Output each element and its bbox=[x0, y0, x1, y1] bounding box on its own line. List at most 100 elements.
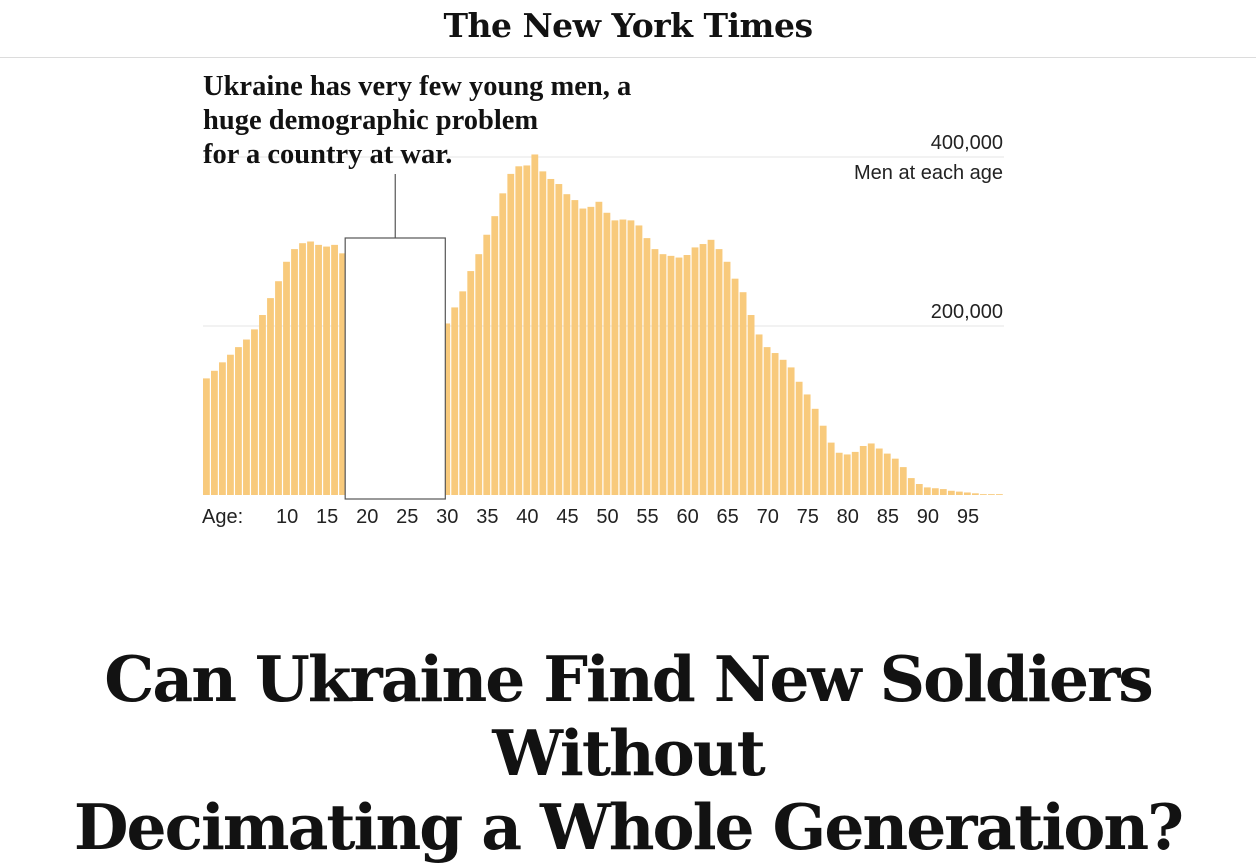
bar-age-71 bbox=[771, 353, 779, 495]
x-tick-label-80: 80 bbox=[837, 506, 859, 528]
bar-age-41 bbox=[531, 154, 539, 495]
bar-age-68 bbox=[747, 315, 755, 495]
chart-annotation: Ukraine has very few young men, a huge d… bbox=[203, 71, 632, 170]
bar-age-85 bbox=[883, 453, 891, 495]
bar-age-48 bbox=[587, 206, 595, 496]
bar-age-5 bbox=[243, 339, 250, 495]
bar-age-47 bbox=[579, 208, 587, 496]
bar-age-43 bbox=[547, 178, 555, 495]
bar-age-89 bbox=[915, 484, 923, 495]
bar-age-36 bbox=[491, 216, 499, 495]
bar-age-80 bbox=[843, 454, 851, 495]
x-tick-label-10: 10 bbox=[276, 506, 298, 528]
bar-age-55 bbox=[643, 238, 651, 495]
bar-age-16 bbox=[331, 244, 338, 495]
headline[interactable]: Can Ukraine Find New Soldiers Without De… bbox=[0, 642, 1256, 864]
bar-age-74 bbox=[795, 381, 803, 495]
bar-age-32 bbox=[459, 291, 467, 495]
x-tick-label-40: 40 bbox=[516, 506, 538, 528]
bar-age-63 bbox=[707, 239, 715, 495]
bar-age-33 bbox=[467, 271, 475, 495]
bar-age-38 bbox=[507, 173, 515, 495]
bar-age-96 bbox=[971, 493, 979, 495]
x-tick-label-25: 25 bbox=[396, 506, 418, 528]
bar-age-39 bbox=[515, 166, 523, 496]
bar-age-1 bbox=[211, 370, 218, 495]
bar-age-91 bbox=[931, 488, 939, 495]
bar-age-86 bbox=[891, 458, 899, 495]
bar-age-51 bbox=[611, 220, 619, 495]
bar-age-64 bbox=[715, 249, 723, 495]
population-chart: 200,000 400,000 Men at each age Age: 10 15 20 2… bbox=[202, 132, 1004, 528]
bar-age-72 bbox=[779, 359, 787, 495]
bar-age-44 bbox=[555, 184, 563, 496]
bar-age-14 bbox=[315, 244, 322, 495]
bar-age-3 bbox=[227, 354, 234, 495]
bar-age-13 bbox=[307, 241, 314, 495]
x-tick-label-75: 75 bbox=[797, 506, 819, 528]
bar-age-75 bbox=[803, 394, 811, 495]
x-tick-label-55: 55 bbox=[636, 506, 658, 528]
x-tick-label-85: 85 bbox=[877, 506, 899, 528]
bar-age-59 bbox=[675, 257, 683, 495]
bar-age-90 bbox=[923, 487, 931, 495]
bar-age-12 bbox=[299, 243, 306, 495]
x-tick-label-20: 20 bbox=[356, 506, 378, 528]
bar-age-87 bbox=[899, 467, 907, 495]
bar-age-46 bbox=[571, 200, 579, 495]
y-axis-label: Men at each age bbox=[854, 162, 1003, 184]
bar-age-94 bbox=[955, 491, 963, 495]
bar-age-50 bbox=[603, 212, 611, 495]
x-tick-label-60: 60 bbox=[676, 506, 698, 528]
bar-age-70 bbox=[763, 347, 771, 495]
bar-age-97 bbox=[979, 494, 987, 495]
bar-age-92 bbox=[939, 489, 947, 495]
x-tick-label-45: 45 bbox=[556, 506, 578, 528]
bar-age-95 bbox=[963, 492, 971, 495]
bar-age-79 bbox=[835, 452, 843, 495]
bar-age-52 bbox=[619, 219, 627, 495]
bar-age-58 bbox=[667, 255, 675, 495]
bar-age-15 bbox=[323, 246, 330, 495]
bar-age-73 bbox=[787, 367, 795, 495]
bar-age-49 bbox=[595, 201, 603, 495]
bar-age-42 bbox=[539, 171, 547, 496]
bar-age-37 bbox=[499, 193, 507, 495]
bar-age-9 bbox=[275, 281, 282, 495]
bar-age-2 bbox=[219, 362, 226, 495]
headline-line-1: Can Ukraine Find New Soldiers Without bbox=[104, 642, 1154, 791]
bar-age-6 bbox=[251, 329, 258, 495]
bar-age-10 bbox=[283, 261, 290, 495]
bar-age-57 bbox=[659, 254, 667, 495]
bar-age-35 bbox=[483, 234, 491, 496]
x-axis-prefix: Age: bbox=[202, 506, 243, 528]
x-tick-label-35: 35 bbox=[476, 506, 498, 528]
bar-age-78 bbox=[827, 442, 835, 495]
x-tick-label-95: 95 bbox=[957, 506, 979, 528]
bar-age-93 bbox=[947, 490, 955, 495]
bar-age-34 bbox=[475, 254, 483, 495]
bar-age-84 bbox=[875, 448, 883, 495]
bar-age-99 bbox=[995, 494, 1003, 495]
bar-age-66 bbox=[731, 278, 739, 495]
bar-age-69 bbox=[755, 334, 763, 495]
bar-age-30 bbox=[443, 323, 451, 495]
nyt-logo[interactable]: The New York Times bbox=[443, 6, 813, 45]
x-tick-label-70: 70 bbox=[757, 506, 779, 528]
bar-age-65 bbox=[723, 261, 731, 495]
bar-age-82 bbox=[859, 445, 867, 495]
bar-age-7 bbox=[259, 315, 266, 495]
bar-age-56 bbox=[651, 249, 659, 495]
bar-age-53 bbox=[627, 220, 635, 495]
bar-age-88 bbox=[907, 478, 915, 495]
x-tick-label-50: 50 bbox=[596, 506, 618, 528]
bar-age-11 bbox=[291, 249, 298, 495]
bar-age-0 bbox=[203, 378, 210, 495]
highlight-box bbox=[344, 237, 446, 500]
x-tick-label-15: 15 bbox=[316, 506, 338, 528]
x-tick-label-90: 90 bbox=[917, 506, 939, 528]
bar-age-62 bbox=[699, 244, 707, 495]
bar-age-45 bbox=[563, 194, 571, 495]
masthead: The New York Times bbox=[0, 0, 1256, 58]
bar-age-54 bbox=[635, 225, 643, 495]
